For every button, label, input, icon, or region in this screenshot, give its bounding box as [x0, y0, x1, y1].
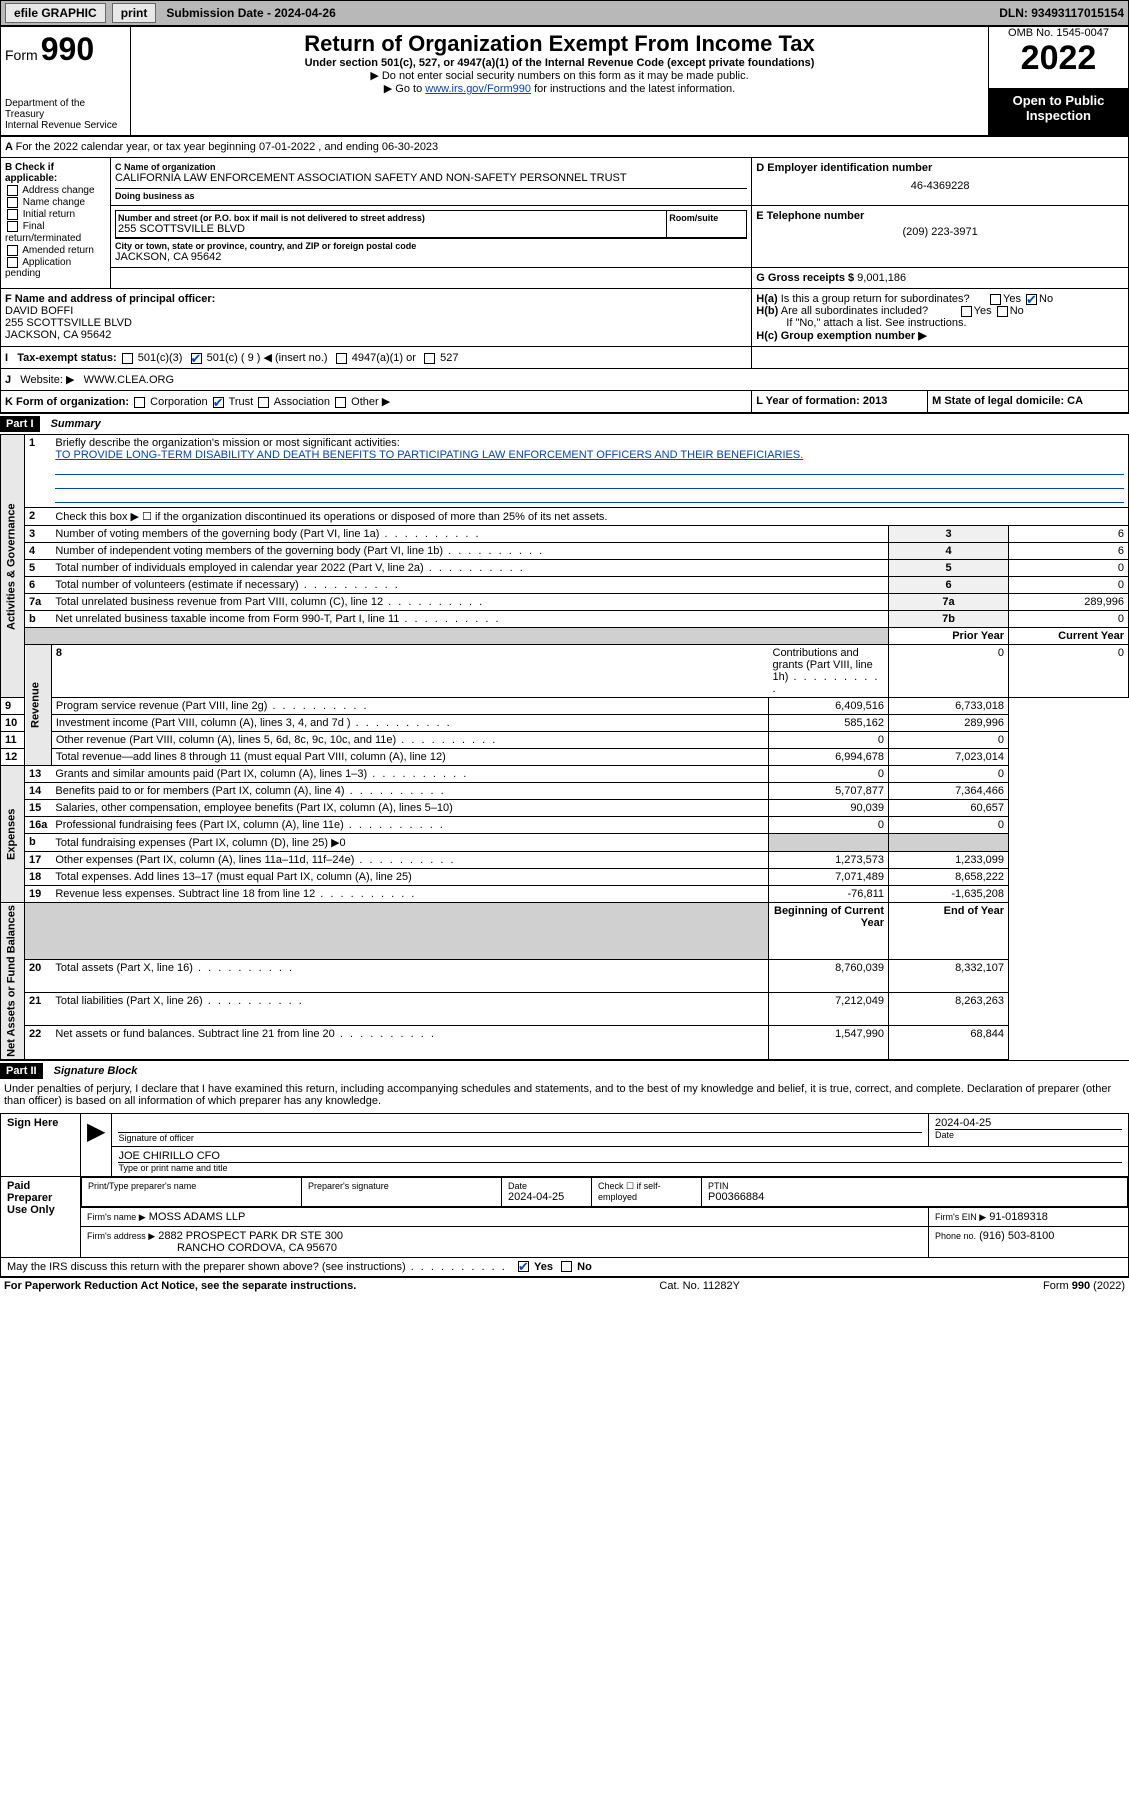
tax-year: 2022	[989, 39, 1128, 78]
phone-block: E Telephone number (209) 223-3971	[752, 206, 1129, 268]
submission-date: Submission Date - 2024-04-26	[166, 6, 335, 20]
form-subtitle: Under section 501(c), 527, or 4947(a)(1)…	[135, 57, 984, 69]
irs-label: Internal Revenue Service	[5, 120, 126, 131]
form-title: Return of Organization Exempt From Incom…	[135, 31, 984, 57]
section-revenue: Revenue	[25, 645, 52, 766]
form-organization: K Form of organization: Corporation Trus…	[1, 391, 752, 413]
omb-number: OMB No. 1545-0047	[989, 27, 1128, 39]
group-return-block: H(a) Is this a group return for subordin…	[752, 289, 1129, 347]
check-amended[interactable]: Amended return	[5, 245, 106, 256]
sign-here-label: Sign Here	[1, 1113, 81, 1176]
principal-officer: F Name and address of principal officer:…	[1, 289, 752, 347]
section-netassets: Net Assets or Fund Balances	[1, 903, 25, 1060]
year-formation: L Year of formation: 2013	[752, 391, 928, 413]
section-expenses: Expenses	[1, 766, 25, 903]
form-label: Form	[5, 47, 38, 63]
mission-text: TO PROVIDE LONG-TERM DISABILITY AND DEAT…	[55, 449, 803, 461]
tax-year-line: A For the 2022 calendar year, or tax yea…	[1, 137, 1129, 158]
paid-preparer-label: Paid Preparer Use Only	[1, 1176, 81, 1257]
signature-table: Sign Here ▶ Signature of officer 2024-04…	[0, 1113, 1129, 1277]
check-applicable: B Check if applicable: Address change Na…	[1, 158, 111, 289]
check-final[interactable]: Final return/terminated	[5, 221, 106, 243]
irs-link[interactable]: www.irs.gov/Form990	[425, 83, 531, 95]
check-initial[interactable]: Initial return	[5, 209, 106, 220]
gross-receipts: G Gross receipts $ 9,001,186	[752, 268, 1129, 289]
instr-goto: ▶ Go to www.irs.gov/Form990 for instruct…	[135, 82, 984, 95]
section-a: A For the 2022 calendar year, or tax yea…	[0, 136, 1129, 413]
summary-table: Activities & Governance 1 Briefly descri…	[0, 434, 1129, 1060]
form-number: 990	[41, 31, 94, 67]
check-address[interactable]: Address change	[5, 185, 106, 196]
section-governance: Activities & Governance	[1, 435, 25, 698]
sign-arrow-icon: ▶	[81, 1113, 112, 1176]
ein-block: D Employer identification number 46-4369…	[752, 158, 1129, 206]
website-row: J Website: ▶ WWW.CLEA.ORG	[1, 369, 1129, 391]
part2-header: Part II Signature Block	[0, 1060, 1129, 1081]
tax-exempt-status: I Tax-exempt status: 501(c)(3) 501(c) ( …	[1, 347, 752, 369]
instr-ssn: ▶ Do not enter social security numbers o…	[135, 69, 984, 82]
address-block: Number and street (or P.O. box if mail i…	[111, 206, 752, 268]
dln-label: DLN: 93493117015154	[999, 6, 1124, 20]
print-button[interactable]: print	[112, 3, 157, 23]
form-header: Form 990 Department of the Treasury Inte…	[0, 26, 1129, 136]
org-name-block: C Name of organization CALIFORNIA LAW EN…	[111, 158, 752, 206]
efile-button[interactable]: efile GRAPHIC	[5, 3, 106, 23]
part1-header: Part I Summary	[0, 413, 1129, 434]
check-name[interactable]: Name change	[5, 197, 106, 208]
discuss-row: May the IRS discuss this return with the…	[1, 1257, 1129, 1276]
perjury-declaration: Under penalties of perjury, I declare th…	[0, 1081, 1129, 1109]
check-pending[interactable]: Application pending	[5, 257, 106, 279]
state-domicile: M State of legal domicile: CA	[928, 391, 1129, 413]
page-footer: For Paperwork Reduction Act Notice, see …	[0, 1277, 1129, 1294]
top-toolbar: efile GRAPHIC print Submission Date - 20…	[0, 0, 1129, 26]
dept-treasury: Department of the Treasury	[5, 98, 126, 120]
open-public-badge: Open to Public Inspection	[989, 89, 1129, 136]
